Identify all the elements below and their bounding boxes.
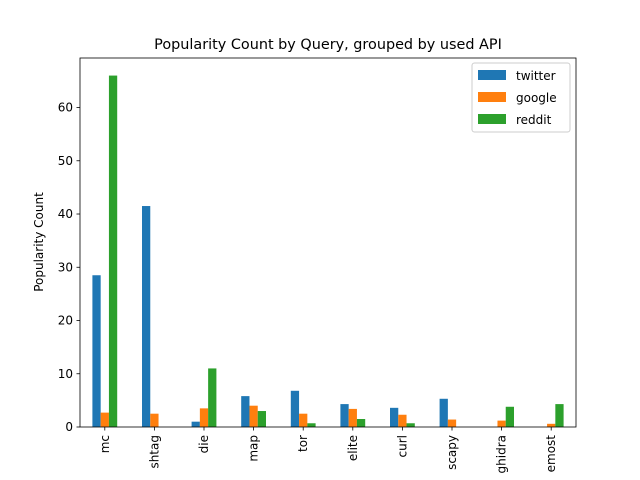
y-tick-label: 50 [58, 154, 73, 168]
bar-reddit-tor [307, 423, 316, 427]
y-tick-label: 40 [58, 207, 73, 221]
bar-twitter-elite [340, 404, 349, 427]
y-axis-label: Popularity Count [32, 192, 46, 292]
x-tick-label: mc [98, 435, 112, 453]
y-tick-label: 0 [65, 420, 73, 434]
bar-reddit-ghidra [505, 406, 514, 427]
bar-twitter-die [191, 421, 200, 427]
x-tick-label: shtag [147, 435, 161, 469]
bars-layer [92, 75, 564, 427]
bar-google-die [199, 408, 209, 427]
legend-label-google: google [516, 91, 557, 105]
bar-twitter-curl [390, 407, 399, 427]
x-tick-label: emost [544, 435, 558, 473]
bar-twitter-mc [92, 275, 101, 427]
x-tick-label: elite [346, 435, 360, 461]
bar-twitter-map [241, 396, 250, 427]
legend-swatch-google [478, 92, 506, 102]
x-tick-label: ghidra [495, 435, 509, 473]
x-tick-label: map [247, 435, 261, 462]
bar-twitter-scapy [439, 398, 448, 427]
legend-label-twitter: twitter [516, 69, 556, 83]
bar-reddit-die [208, 368, 217, 427]
bar-reddit-elite [356, 419, 366, 427]
y-tick-label: 10 [58, 367, 73, 381]
bar-twitter-shtag [142, 206, 151, 427]
bar-google-curl [398, 414, 407, 427]
bar-reddit-curl [406, 423, 415, 427]
x-tick-label: die [197, 435, 211, 453]
legend: twitter google reddit [471, 62, 571, 133]
bar-reddit-emost [555, 404, 564, 427]
y-tick-label: 20 [58, 314, 73, 328]
x-axis: mc shtag die map tor elite curl scapy ghidra emos… [98, 427, 558, 473]
legend-swatch-twitter [478, 70, 506, 80]
x-tick-label: tor [296, 435, 310, 452]
legend-label-reddit: reddit [516, 113, 552, 127]
bar-google-shtag [150, 413, 159, 427]
plot-frame [79, 57, 577, 428]
bar-google-map [249, 405, 258, 427]
bar-google-elite [348, 408, 357, 427]
bar-reddit-mc [108, 75, 118, 427]
bar-google-emost [547, 423, 556, 427]
legend-swatch-reddit [478, 114, 506, 124]
y-tick-label: 60 [58, 101, 73, 115]
x-tick-label: curl [395, 435, 409, 457]
bar-google-tor [299, 413, 308, 427]
bar-google-ghidra [497, 420, 506, 427]
y-axis: 0 10 20 30 40 50 60 [58, 101, 80, 434]
y-tick-label: 30 [58, 260, 73, 274]
bar-google-scapy [447, 419, 457, 427]
bar-reddit-map [257, 411, 266, 427]
bar-twitter-tor [290, 390, 300, 427]
bar-google-mc [100, 412, 109, 427]
chart-title: Popularity Count by Query, grouped by us… [154, 37, 502, 53]
x-tick-label: scapy [445, 435, 459, 470]
